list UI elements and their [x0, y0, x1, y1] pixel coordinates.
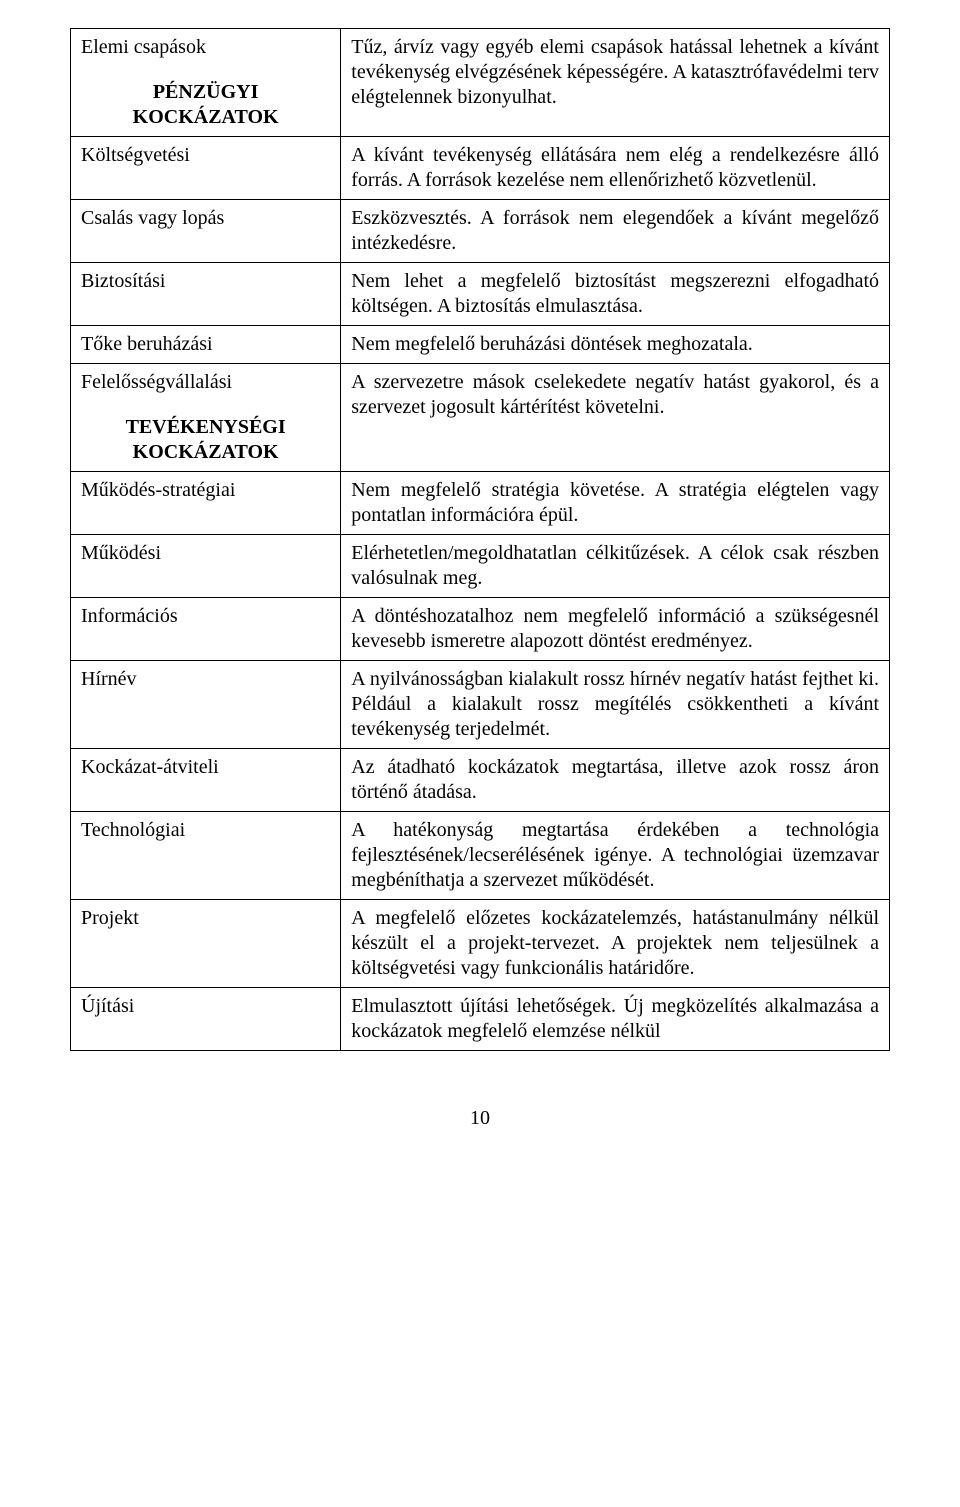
risk-label: Elemi csapások	[81, 35, 330, 60]
risk-description-cell: Elérhetetlen/megoldhatatlan célkitűzések…	[341, 535, 890, 598]
table-row: Projekt A megfelelő előzetes kockázatelem…	[71, 900, 890, 988]
table-row: Technológiai A hatékonyság megtartása érd…	[71, 812, 890, 900]
risk-label-cell: Tőke beruházási	[71, 326, 341, 364]
risk-description-cell: A szervezetre mások cselekedete negatív …	[341, 364, 890, 472]
risk-description-cell: A nyilvánosságban kialakult rossz hírnév…	[341, 661, 890, 749]
risk-label-cell: Kockázat-átviteli	[71, 749, 341, 812]
risk-label: Tőke beruházási	[81, 332, 330, 357]
risk-label: Újítási	[81, 994, 330, 1019]
risk-description-cell: Elmulasztott újítási lehetőségek. Új meg…	[341, 988, 890, 1051]
risk-table: Elemi csapásokPÉNZÜGYIKOCKÁZATOKTűz, árv…	[70, 28, 890, 1051]
risk-label-cell: Működés-stratégiai	[71, 472, 341, 535]
risk-description-cell: Nem megfelelő beruházási döntések meghoz…	[341, 326, 890, 364]
risk-label-cell: Csalás vagy lopás	[71, 200, 341, 263]
risk-label-cell: Technológiai	[71, 812, 341, 900]
risk-description-cell: Nem megfelelő stratégia követése. A stra…	[341, 472, 890, 535]
risk-category-heading: PÉNZÜGYIKOCKÁZATOK	[81, 60, 330, 130]
risk-label-cell: Működési	[71, 535, 341, 598]
table-row: Hírnév A nyilvánosságban kialakult rossz …	[71, 661, 890, 749]
risk-description-cell: Az átadható kockázatok megtartása, illet…	[341, 749, 890, 812]
table-row: Csalás vagy lopás Eszközvesztés. A forrás…	[71, 200, 890, 263]
table-row: Költségvetési A kívánt tevékenység ellátá…	[71, 137, 890, 200]
table-row: Kockázat-átviteli Az átadható kockázatok …	[71, 749, 890, 812]
risk-description-cell: A megfelelő előzetes kockázatelemzés, ha…	[341, 900, 890, 988]
table-row: Újítási Elmulasztott újítási lehetőségek.…	[71, 988, 890, 1051]
risk-label: Biztosítási	[81, 269, 330, 294]
risk-label-cell: Költségvetési	[71, 137, 341, 200]
risk-label: Csalás vagy lopás	[81, 206, 330, 231]
risk-label-cell: Projekt	[71, 900, 341, 988]
risk-description-cell: Tűz, árvíz vagy egyéb elemi csapások hat…	[341, 29, 890, 137]
risk-category-heading: TEVÉKENYSÉGIKOCKÁZATOK	[81, 395, 330, 465]
table-row: FelelősségvállalásiTEVÉKENYSÉGIKOCKÁZATO…	[71, 364, 890, 472]
risk-label: Projekt	[81, 906, 330, 931]
risk-label: Információs	[81, 604, 330, 629]
table-row: Elemi csapásokPÉNZÜGYIKOCKÁZATOKTűz, árv…	[71, 29, 890, 137]
risk-description-cell: Eszközvesztés. A források nem elegendőek…	[341, 200, 890, 263]
risk-label: Működési	[81, 541, 330, 566]
risk-label-cell: Újítási	[71, 988, 341, 1051]
risk-label-cell: Elemi csapásokPÉNZÜGYIKOCKÁZATOK	[71, 29, 341, 137]
table-row: Működési Elérhetetlen/megoldhatatlan célk…	[71, 535, 890, 598]
document-page: Elemi csapásokPÉNZÜGYIKOCKÁZATOKTűz, árv…	[0, 0, 960, 1170]
risk-label-cell: Hírnév	[71, 661, 341, 749]
risk-label: Technológiai	[81, 818, 330, 843]
table-row: Információs A döntéshozatalhoz nem megfel…	[71, 598, 890, 661]
risk-label: Működés-stratégiai	[81, 478, 330, 503]
risk-label-cell: FelelősségvállalásiTEVÉKENYSÉGIKOCKÁZATO…	[71, 364, 341, 472]
risk-description-cell: A döntéshozatalhoz nem megfelelő informá…	[341, 598, 890, 661]
table-row: Biztosítási Nem lehet a megfelelő biztosí…	[71, 263, 890, 326]
risk-label: Hírnév	[81, 667, 330, 692]
risk-table-body: Elemi csapásokPÉNZÜGYIKOCKÁZATOKTűz, árv…	[71, 29, 890, 1051]
risk-description-cell: A kívánt tevékenység ellátására nem elég…	[341, 137, 890, 200]
table-row: Működés-stratégiai Nem megfelelő stratégi…	[71, 472, 890, 535]
risk-description-cell: Nem lehet a megfelelő biztosítást megsze…	[341, 263, 890, 326]
table-row: Tőke beruházási Nem megfelelő beruházási …	[71, 326, 890, 364]
risk-label: Felelősségvállalási	[81, 370, 330, 395]
risk-description-cell: A hatékonyság megtartása érdekében a tec…	[341, 812, 890, 900]
risk-label: Kockázat-átviteli	[81, 755, 330, 780]
risk-label-cell: Biztosítási	[71, 263, 341, 326]
risk-label-cell: Információs	[71, 598, 341, 661]
risk-label: Költségvetési	[81, 143, 330, 168]
page-number: 10	[70, 1107, 890, 1130]
